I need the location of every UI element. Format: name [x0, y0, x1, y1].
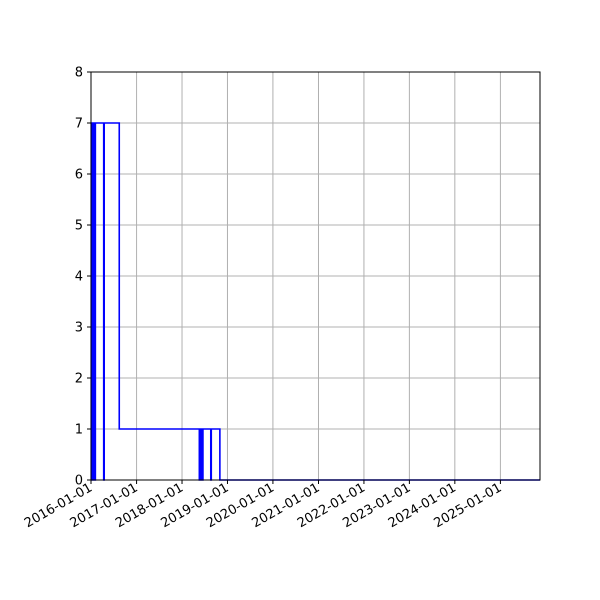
grid-lines [90, 71, 540, 481]
y-tick-label: 8 [75, 66, 83, 81]
series-layer [90, 122, 540, 481]
y-tick-label: 0 [75, 474, 83, 489]
y-tick-label: 5 [75, 219, 83, 234]
y-tick-label: 7 [75, 117, 83, 132]
y-tick-label: 1 [75, 423, 83, 438]
tick-marks [87, 71, 501, 484]
y-tick-label: 6 [75, 168, 83, 183]
y-tick-label: 4 [75, 270, 83, 285]
y-tick-label: 2 [75, 372, 83, 387]
series-line [90, 122, 540, 481]
y-tick-label: 3 [75, 321, 83, 336]
